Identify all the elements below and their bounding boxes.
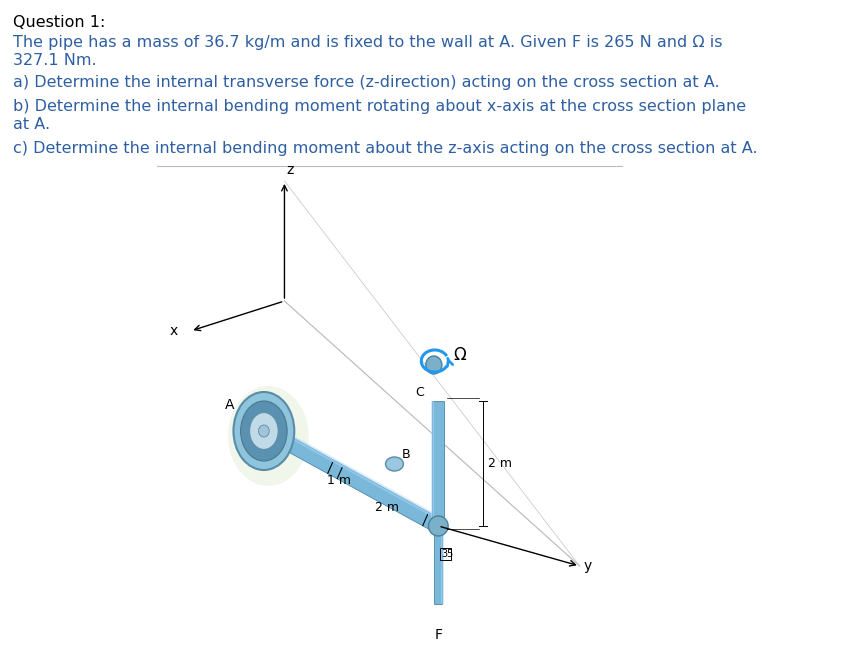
Text: c) Determine the internal bending moment about the z-axis acting on the cross se: c) Determine the internal bending moment… [13, 141, 757, 156]
Ellipse shape [233, 392, 294, 470]
Text: 327.1 Nm.: 327.1 Nm. [13, 53, 96, 68]
Polygon shape [277, 432, 441, 533]
Ellipse shape [385, 457, 403, 471]
Ellipse shape [240, 401, 287, 461]
Text: z: z [287, 163, 293, 177]
Text: x: x [170, 324, 178, 338]
Text: Question 1:: Question 1: [13, 15, 105, 30]
Text: at A.: at A. [13, 117, 50, 132]
Circle shape [258, 425, 269, 437]
Text: The pipe has a mass of 36.7 kg/m and is fixed to the wall at A. Given F is 265 N: The pipe has a mass of 36.7 kg/m and is … [13, 35, 722, 50]
Polygon shape [434, 531, 443, 604]
Polygon shape [431, 401, 434, 526]
Text: 2 m: 2 m [375, 501, 399, 515]
Text: Ω: Ω [454, 346, 466, 364]
Text: A: A [225, 398, 234, 412]
Ellipse shape [250, 413, 278, 450]
Text: 3: 3 [441, 549, 447, 559]
Text: 2 m: 2 m [488, 457, 512, 470]
Circle shape [426, 356, 442, 374]
Ellipse shape [428, 516, 448, 536]
Ellipse shape [228, 386, 309, 486]
Text: F: F [434, 628, 443, 642]
Text: y: y [583, 559, 591, 573]
Text: 5: 5 [446, 549, 453, 559]
Text: B: B [402, 448, 410, 461]
Text: C: C [415, 386, 424, 399]
Text: 1 m: 1 m [327, 474, 351, 486]
Polygon shape [441, 531, 444, 604]
Polygon shape [432, 401, 444, 526]
Polygon shape [282, 430, 442, 521]
Text: b) Determine the internal bending moment rotating about x-axis at the cross sect: b) Determine the internal bending moment… [13, 99, 746, 114]
Text: a) Determine the internal transverse force (z-direction) acting on the cross sec: a) Determine the internal transverse for… [13, 75, 719, 90]
